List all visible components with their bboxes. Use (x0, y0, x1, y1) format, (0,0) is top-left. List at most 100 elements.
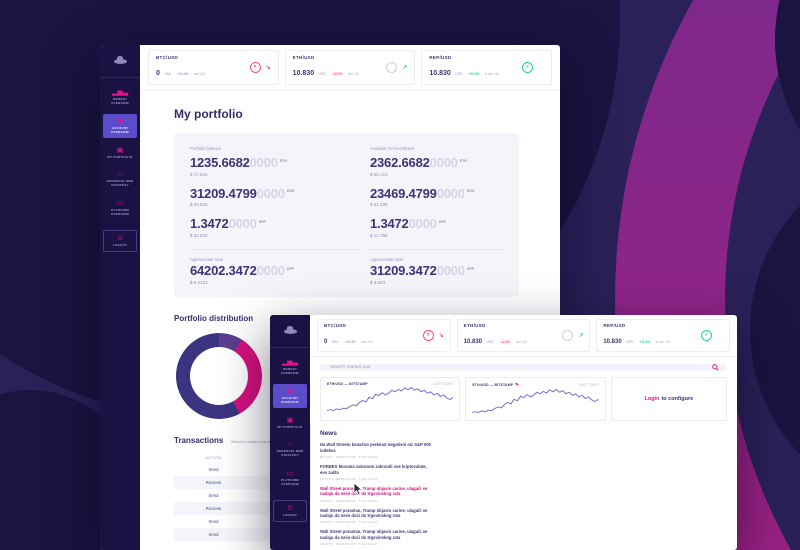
news-item-title: Wall Street porastao, Trump objavio cari… (320, 507, 428, 519)
sidebar-item[interactable]: ▭ Platform overview (103, 196, 137, 220)
sidebar-item-label: My portfolio (277, 424, 303, 429)
ticker-pair: REP/USD (429, 55, 452, 60)
sidebar-item-icon: ◉ (116, 117, 124, 125)
ticker-status-icon: ✓ (522, 62, 534, 73)
ticker-period: last 24h (347, 72, 359, 76)
news-item-title: Na Wall Streetu konačno prekinut negativ… (320, 442, 431, 453)
price-sparkline (472, 388, 599, 413)
login-configure-card: Login to configure (610, 377, 727, 421)
ticker-unit: USD (331, 340, 339, 344)
ticker-card[interactable]: BTC/USD 0 USD +12.4% last 24h × ↘ (317, 319, 451, 352)
chart-pair-label: ETH/USD — BITSTAMP (472, 383, 514, 387)
sidebar-item[interactable]: ▣ My portfolio (103, 143, 137, 163)
balance-entry: 23469.47990000 EOS $ 61.235 (370, 186, 503, 208)
sidebar: ▂▅▃ Market overview ◉ Account overview ▣… (270, 315, 310, 550)
balance-entry: 1.34720000 DPP $ 52.543 (190, 217, 358, 238)
sidebar-item[interactable]: ▂▅▃ Market overview (273, 355, 307, 379)
mouse-cursor (353, 482, 363, 496)
balance-unit: DPP (438, 219, 446, 224)
app-logo[interactable] (270, 315, 310, 348)
balance-amount: 2362.6682 (370, 155, 430, 170)
ticker-change: +12.4% (639, 340, 651, 344)
ticker-pair: REP/USD (603, 323, 626, 328)
news-item-title: Wall Street porastao, Trump objavio cari… (320, 485, 428, 497)
sidebar-item[interactable]: ▂▅▃ Market overview (103, 85, 137, 109)
total-amount-pad: 0000 (256, 262, 285, 278)
sidebar-item[interactable]: ⊙ Logout (273, 500, 307, 522)
ticker-card[interactable]: ETH/USD 10.830 USD ↓12.4% last 24h ↗ (284, 50, 416, 85)
balance-amount-pad: 0000 (228, 216, 257, 232)
sidebar-item[interactable]: ◉ Account overview (103, 113, 137, 138)
balance-usd-value: $ 65.123 (370, 171, 388, 177)
page-title: My portfolio (174, 107, 243, 121)
sidebar-item[interactable]: ∴ Generate new strategy (103, 167, 137, 191)
news-item[interactable]: Na Wall Streetu konačno prekinut negativ… (320, 442, 432, 459)
transaction-action: Send (208, 518, 219, 524)
total-amount: 64202.3472 (190, 262, 257, 278)
distribution-title: Portfolio distribution (174, 313, 254, 323)
sidebar-item[interactable]: ▣ My portfolio (273, 413, 307, 433)
sidebar-item[interactable]: ◉ Account overview (273, 383, 307, 408)
sidebar-item-icon: ▭ (116, 200, 124, 208)
news-item-title: Wall Street porastao, Trump objavio cari… (320, 529, 428, 541)
news-list: Na Wall Streetu konačno prekinut negativ… (320, 442, 432, 546)
login-link[interactable]: Login (644, 396, 660, 402)
sidebar: ▂▅▃ Market overview ◉ Account overview ▣… (100, 45, 140, 550)
app-logo[interactable] (100, 45, 140, 78)
sidebar-item-icon: ⊙ (117, 235, 123, 243)
sidebar-item[interactable]: ∴ Generate new strategy (273, 437, 307, 461)
ticker-card[interactable]: ETH/USD 10.830 USD ↓12.4% last 24h ↗ (456, 319, 591, 352)
total-usd-value: $ 3.523 (370, 279, 386, 285)
edit-icon[interactable]: ✎ (515, 382, 520, 387)
balance-entry: 1.34720000 DPP $ 12.765 (370, 217, 503, 238)
chart-period-label: LAST 7 DAYS (578, 383, 599, 387)
balance-amount: 1.3472 (370, 216, 409, 232)
news-item[interactable]: FORBES Moramo zakonom zabraniti sve krip… (320, 464, 432, 481)
news-item[interactable]: Wall Street porastao, Trump objavio cari… (320, 529, 432, 546)
news-item-meta: CRYPTO · WESTUFLOW · 5 DAYS AGO (320, 542, 378, 547)
news-item[interactable]: Wall Street porastao, Trump objavio cari… (320, 508, 432, 525)
sidebar-item-label: My portfolio (107, 154, 133, 159)
ticker-status-icon (562, 330, 574, 341)
balance-card: Portfolio balance Available for investme… (174, 133, 519, 297)
sidebar-item[interactable]: ⊙ Logout (103, 230, 137, 252)
approximate-total: Approximate total 64202.34720000 DPP $ 6.… (190, 248, 358, 291)
ticker-pair: ETH/USD (292, 55, 315, 60)
total-usd-value: $ 6.4123 (190, 279, 208, 285)
ticker-period: last 24h (515, 340, 527, 344)
ticker-card[interactable]: BTC/USD 0 USD +12.4% last 24h × ↘ (148, 50, 279, 85)
total-unit: DPP (466, 266, 475, 271)
balance-usd-value: $ 12.765 (370, 232, 388, 238)
news-item[interactable]: Wall Street porastao, Trump objavio cari… (320, 486, 432, 503)
sidebar-nav: ▂▅▃ Market overview ◉ Account overview ▣… (270, 348, 310, 529)
transaction-action: Recieve (205, 505, 222, 511)
balance-column-label: Available for investment (370, 146, 415, 151)
ticker-card[interactable]: REP/USD 10.830 USD +12.4% in last 24h ✓ … (596, 319, 731, 352)
ticker-trend-icon: ↘ (265, 65, 271, 71)
ticker-value: 10.830 (429, 70, 451, 77)
balance-amount: 1235.6682 (190, 155, 250, 170)
sidebar-item-label: Account overview (281, 395, 299, 404)
sidebar-item[interactable]: ▭ Platform overview (273, 466, 307, 490)
search-input[interactable] (328, 364, 712, 371)
ticker-unit: USD (455, 72, 462, 76)
login-rest-text: to configure (661, 396, 694, 402)
ticker-value: 0 (156, 70, 160, 77)
ticker-unit: USD (318, 72, 326, 76)
balance-usd-value: $ 61.235 (370, 202, 388, 208)
search-icon[interactable] (712, 364, 719, 371)
logo-icon (113, 55, 127, 64)
sidebar-item-icon: ⊙ (287, 505, 293, 513)
ticker-trend-icon: → (717, 332, 724, 339)
ticker-status-icon: × (249, 62, 261, 73)
sidebar-item-label: Market overview (111, 97, 129, 105)
news-item-meta: CRYPTO · WESTUFLOW · 5 DAYS AGO (320, 476, 378, 481)
total-label: Approximate total (370, 256, 403, 262)
sidebar-item-label: Generate new strategy (276, 449, 304, 458)
sidebar-item-icon: ∴ (287, 441, 293, 449)
balance-amount: 1.3472 (190, 216, 229, 232)
sidebar-item-icon: ∴ (117, 171, 123, 179)
chart-period-label: LAST 7 DAYS (433, 382, 454, 386)
ticker-card[interactable]: REP/USD 10.830 USD +12.4% in last 24h ✓ … (421, 50, 553, 85)
